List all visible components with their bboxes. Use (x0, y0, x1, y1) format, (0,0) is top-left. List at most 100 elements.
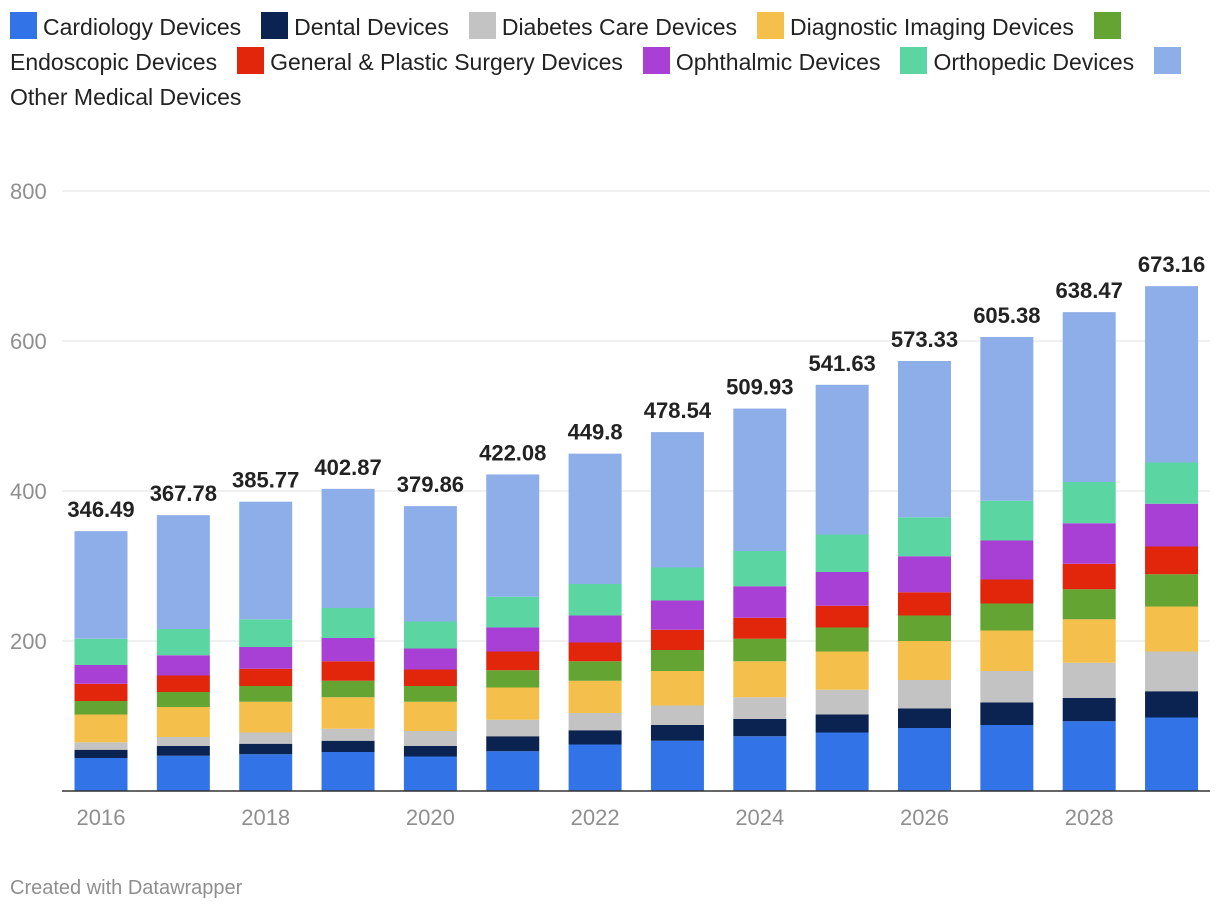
bar-segment (486, 719, 540, 737)
legend-swatch (757, 12, 785, 39)
bar-segment (1062, 619, 1116, 663)
bar-segment (1062, 589, 1116, 620)
bar-segment (650, 567, 704, 601)
legend-item: Cardiology Devices (10, 12, 241, 40)
bar-segment (156, 675, 210, 692)
bar-segment (568, 661, 622, 681)
legend-item: Dental Devices (261, 12, 449, 40)
y-tick-label: 600 (10, 329, 47, 354)
bar-segment (1062, 523, 1116, 564)
legend-label: Endoscopic Devices (10, 49, 218, 75)
bar-segment (815, 384, 869, 535)
legend-label: Diabetes Care Devices (501, 14, 738, 40)
x-tick-label: 2018 (241, 805, 290, 830)
bar-segment (1145, 651, 1199, 692)
legend-swatch (1093, 12, 1121, 39)
bar-segment (980, 671, 1034, 703)
bar-segment (1145, 286, 1199, 463)
total-label: 402.87 (314, 455, 381, 480)
total-label: 367.78 (150, 481, 217, 506)
x-tick-label: 2028 (1065, 805, 1114, 830)
bar-segment (74, 683, 128, 701)
bar-segment (321, 488, 375, 608)
bar-segment (733, 586, 787, 618)
total-label: 509.93 (726, 375, 793, 400)
legend-item: Diabetes Care Devices (468, 12, 738, 40)
bar-segment (898, 680, 951, 709)
bar-segment (733, 638, 787, 662)
bar-segment (980, 540, 1034, 580)
total-label: 573.33 (891, 327, 958, 352)
bar-segment (568, 680, 622, 713)
bar-segment (898, 361, 951, 518)
legend-swatch (261, 12, 289, 39)
bar-segment (74, 742, 128, 750)
legend-swatch (237, 47, 265, 74)
y-tick-label: 400 (10, 479, 47, 504)
x-tick-label: 2024 (735, 805, 784, 830)
bar-segment (815, 605, 869, 628)
bar-segment (239, 501, 293, 620)
bar-segment (1145, 606, 1199, 652)
bar-segment (239, 668, 293, 686)
bar-segment (74, 714, 128, 743)
bar-segment (239, 743, 293, 755)
bar-segment (1145, 503, 1199, 547)
bar-segment (980, 500, 1034, 541)
bar-segment (239, 732, 293, 744)
legend-swatch (468, 12, 496, 39)
bar-segment (568, 744, 622, 791)
bar-segment (486, 687, 540, 720)
legend-item: Endoscopic Devices (10, 12, 1127, 75)
total-label: 478.54 (644, 398, 712, 423)
bar-segment (650, 432, 704, 568)
bar-segment (486, 596, 540, 628)
bar-segment (321, 661, 375, 681)
y-tick-label: 200 (10, 629, 47, 654)
x-tick-label: 2016 (77, 805, 126, 830)
bar-segment (650, 629, 704, 650)
legend-item: Other Medical Devices (10, 47, 1187, 110)
bar-segment (568, 713, 622, 731)
bar-segment (486, 670, 540, 688)
bar-segment (568, 453, 622, 584)
legend-swatch (642, 47, 670, 74)
bar-segment (980, 579, 1034, 604)
legend-swatch (1154, 47, 1182, 74)
bar-segment (650, 725, 704, 741)
bar-segment (568, 615, 622, 643)
bar-segment (156, 692, 210, 707)
bar-segment (733, 551, 787, 587)
bar-segment (815, 651, 869, 690)
bar-segment (156, 655, 210, 676)
legend-label: Orthopedic Devices (933, 49, 1135, 75)
legend-label: Ophthalmic Devices (675, 49, 881, 75)
bar-segment (1145, 462, 1199, 504)
bar-segment (321, 740, 375, 752)
bar-segment (733, 697, 787, 719)
bar-segment (74, 701, 128, 715)
legend-item: General & Plastic Surgery Devices (237, 47, 623, 75)
legend-label: General & Plastic Surgery Devices (270, 49, 623, 75)
bar-segment (898, 708, 951, 728)
bar-segment (650, 705, 704, 725)
bar-segment (403, 731, 457, 746)
bar-segment (486, 751, 540, 791)
bar-segment (156, 629, 210, 656)
bar-segment (568, 642, 622, 662)
y-tick-label: 800 (10, 179, 47, 204)
x-tick-label: 2020 (406, 805, 455, 830)
bar-segment (1062, 482, 1116, 524)
bar-segment (74, 665, 128, 684)
bar-segment (156, 737, 210, 746)
total-label: 379.86 (397, 472, 464, 497)
bar-segment (486, 651, 540, 671)
bar-segment (403, 701, 457, 731)
legend-item: Ophthalmic Devices (642, 47, 881, 75)
bar-segment (321, 697, 375, 729)
bar-segment (650, 740, 704, 791)
bar-segment (1145, 717, 1199, 791)
bar-segment (650, 650, 704, 671)
bar-segment (815, 534, 869, 572)
